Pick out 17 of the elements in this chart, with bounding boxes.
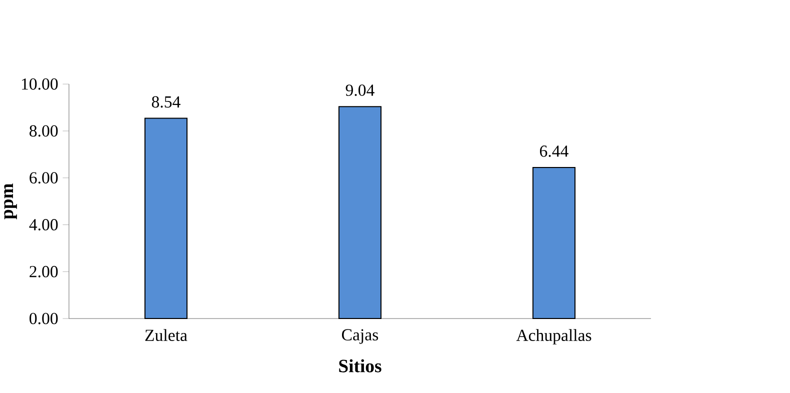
y-tick-label: 0.00 — [30, 312, 58, 324]
data-label: 8.54 — [152, 96, 180, 108]
y-tick-label: 8.00 — [30, 125, 58, 137]
y-tick-label: 2.00 — [30, 266, 58, 278]
bar — [144, 118, 188, 319]
x-axis-title: Sitios — [339, 359, 382, 372]
data-label: 6.44 — [540, 145, 568, 157]
x-tick-label: Cajas — [342, 329, 378, 344]
x-tick-label: Achupallas — [516, 329, 592, 344]
y-tick-label: 6.00 — [30, 172, 58, 184]
x-tick-label: Zuleta — [145, 329, 188, 341]
y-tick-label: 4.00 — [29, 218, 58, 230]
y-tick-label: 10.00 — [22, 78, 58, 90]
data-label: 9.04 — [346, 84, 374, 96]
bar — [338, 106, 382, 319]
y-axis-title: ppm — [4, 183, 17, 220]
bar — [532, 166, 576, 319]
